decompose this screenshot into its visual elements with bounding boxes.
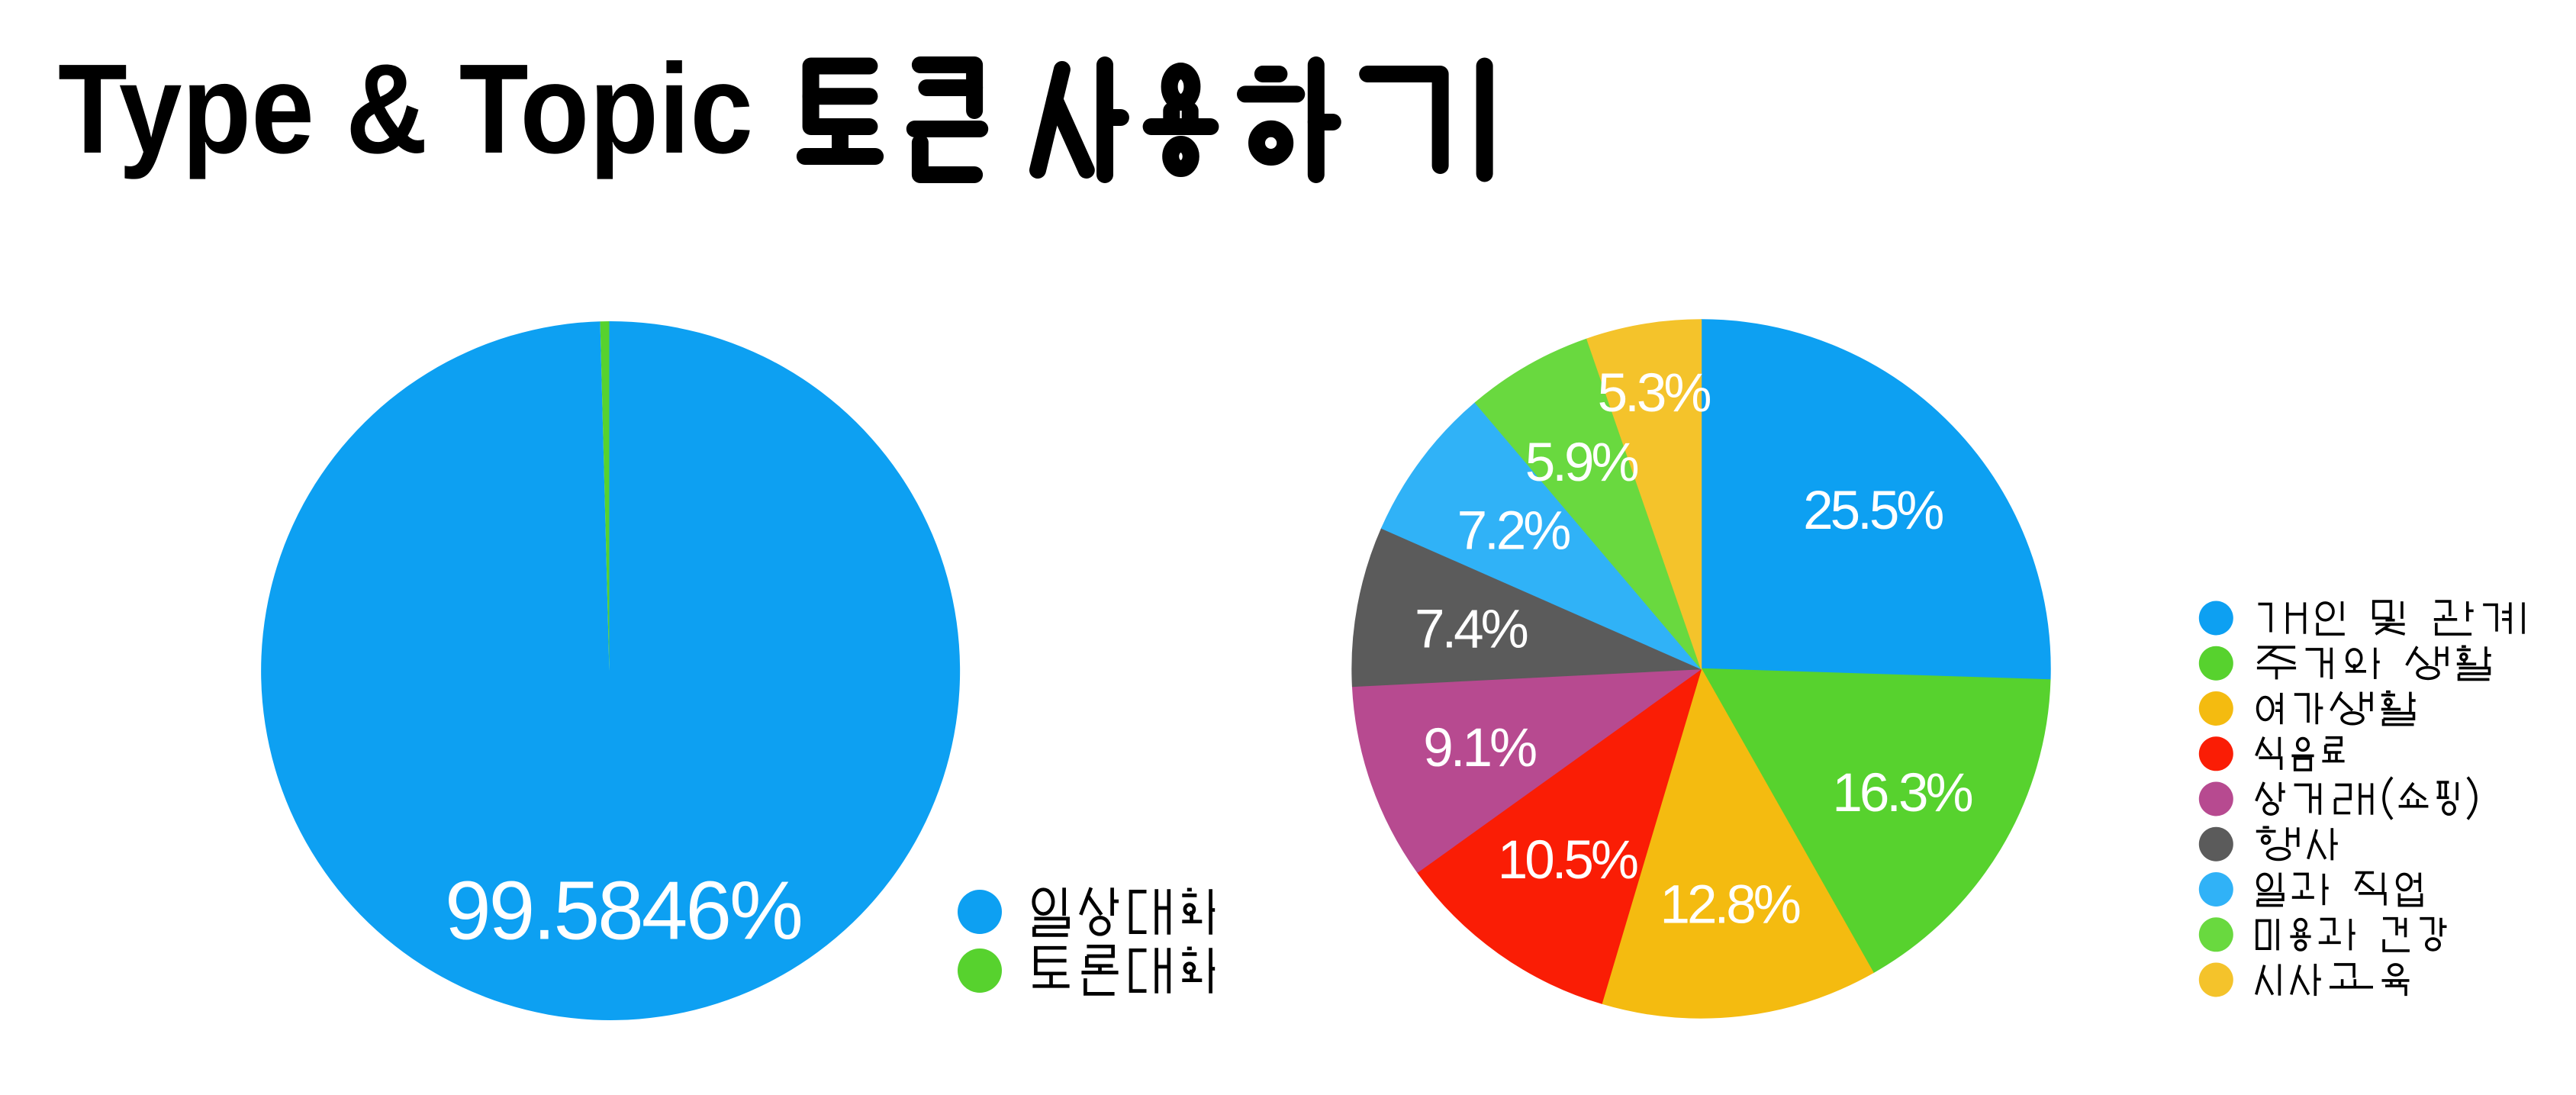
svg-text:16.3%: 16.3% xyxy=(1832,763,1972,823)
svg-text:5.9%: 5.9% xyxy=(1525,433,1638,493)
svg-text:7.4%: 7.4% xyxy=(1415,600,1528,660)
svg-text:Type & Topic: Type & Topic xyxy=(58,38,753,180)
svg-text:25.5%: 25.5% xyxy=(1803,481,1943,541)
svg-text:99.5846%: 99.5846% xyxy=(445,864,801,957)
svg-text:5.3%: 5.3% xyxy=(1598,363,1711,424)
svg-text:9.1%: 9.1% xyxy=(1423,718,1536,778)
svg-text:7.2%: 7.2% xyxy=(1457,501,1570,561)
svg-text:10.5%: 10.5% xyxy=(1498,830,1637,890)
svg-text:12.8%: 12.8% xyxy=(1660,875,1800,936)
